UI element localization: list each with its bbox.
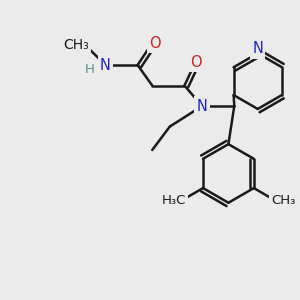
Text: N: N	[252, 41, 263, 56]
Text: CH₃: CH₃	[271, 194, 295, 207]
Text: N: N	[196, 98, 208, 113]
Text: H₃C: H₃C	[162, 194, 186, 207]
Text: H: H	[84, 63, 94, 76]
Text: CH₃: CH₃	[63, 38, 89, 52]
Text: N: N	[100, 58, 111, 73]
Text: O: O	[190, 55, 202, 70]
Text: O: O	[149, 35, 161, 50]
